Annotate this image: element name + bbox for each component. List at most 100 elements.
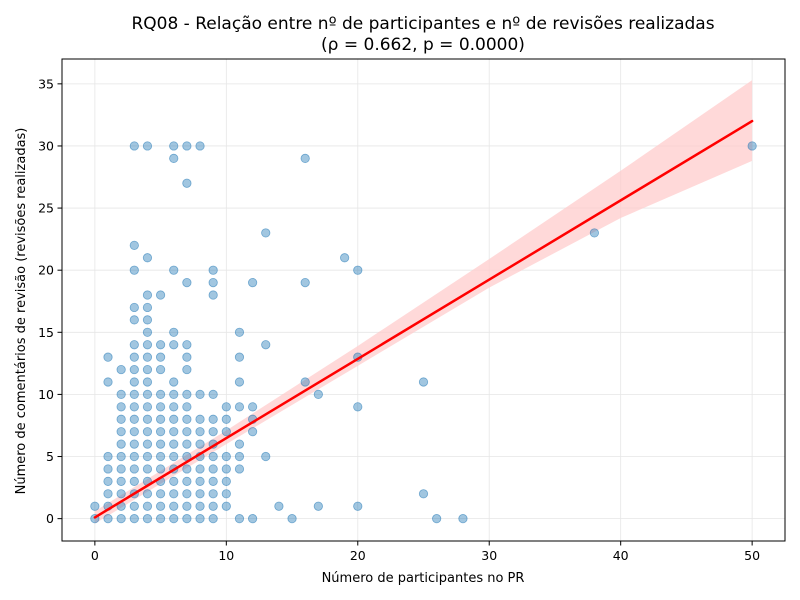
data-point xyxy=(169,489,179,499)
data-point xyxy=(155,414,166,424)
data-point xyxy=(353,265,363,275)
data-point xyxy=(129,352,139,362)
x-tick-label: 0 xyxy=(91,548,99,563)
y-tick-label: 10 xyxy=(38,387,54,402)
data-point xyxy=(182,501,192,511)
data-point xyxy=(169,476,179,486)
data-point xyxy=(208,489,218,499)
data-point xyxy=(142,340,153,350)
data-point xyxy=(129,439,139,449)
data-point xyxy=(142,389,153,400)
x-tick-label: 20 xyxy=(350,548,366,563)
data-point xyxy=(142,141,153,151)
data-point xyxy=(116,427,126,437)
data-point xyxy=(234,352,245,362)
data-point xyxy=(274,501,284,511)
data-point xyxy=(195,414,205,424)
y-tick-label: 5 xyxy=(46,449,54,464)
x-tick-label: 30 xyxy=(481,548,497,563)
axes xyxy=(61,58,786,542)
data-point xyxy=(169,414,179,424)
data-point xyxy=(155,464,166,474)
data-point xyxy=(300,153,310,163)
data-point xyxy=(142,290,153,300)
data-point xyxy=(208,464,218,474)
data-point xyxy=(182,414,192,424)
data-point xyxy=(234,402,245,412)
data-point xyxy=(169,389,179,400)
data-point xyxy=(458,514,468,524)
y-axis-label: Número de comentários de revisão (revisõ… xyxy=(14,128,29,495)
data-point xyxy=(248,278,258,288)
data-point xyxy=(418,377,429,387)
data-point xyxy=(195,476,205,486)
regression-line-layer xyxy=(93,119,754,519)
data-point xyxy=(129,240,139,250)
data-point xyxy=(195,439,205,449)
data-points xyxy=(90,141,757,524)
data-point xyxy=(195,427,205,437)
data-point xyxy=(234,451,245,462)
data-point xyxy=(142,501,153,511)
data-point xyxy=(142,402,153,412)
data-point xyxy=(261,228,271,238)
data-point xyxy=(195,501,205,511)
x-axis-label: Número de participantes no PR xyxy=(322,571,525,586)
data-point xyxy=(155,352,166,362)
x-tick-label: 40 xyxy=(613,548,629,563)
data-point xyxy=(116,402,126,412)
data-point xyxy=(182,178,192,188)
y-tick-label: 20 xyxy=(38,263,54,278)
data-point xyxy=(129,265,139,275)
data-point xyxy=(182,489,192,499)
data-point xyxy=(169,439,179,449)
data-point xyxy=(155,340,166,350)
data-point xyxy=(129,451,139,462)
y-tick-label: 35 xyxy=(38,76,54,91)
data-point xyxy=(116,451,126,462)
data-point xyxy=(129,402,139,412)
data-point xyxy=(129,464,139,474)
data-point xyxy=(103,352,113,362)
data-point xyxy=(155,364,166,375)
y-tick-label: 25 xyxy=(38,201,54,216)
data-point xyxy=(221,464,231,474)
confidence-band-layer xyxy=(94,80,753,524)
data-point xyxy=(155,427,166,437)
data-point xyxy=(116,476,126,486)
data-point xyxy=(129,315,139,325)
data-point xyxy=(589,228,599,238)
data-point xyxy=(353,402,363,412)
data-point xyxy=(155,451,166,462)
data-point xyxy=(90,501,100,511)
data-point xyxy=(287,514,297,524)
data-point xyxy=(353,501,363,511)
data-point xyxy=(142,464,153,474)
chart-title-line2: (ρ = 0.662, p = 0.0000) xyxy=(321,35,525,55)
data-point xyxy=(182,364,192,375)
data-point xyxy=(261,451,271,462)
data-point xyxy=(313,389,323,400)
data-point xyxy=(169,141,179,151)
data-point xyxy=(142,439,153,449)
data-point xyxy=(208,514,218,524)
data-point xyxy=(142,427,153,437)
data-point xyxy=(182,514,192,524)
data-point xyxy=(169,340,179,350)
data-point xyxy=(221,451,231,462)
data-point xyxy=(142,352,153,362)
data-point xyxy=(313,501,323,511)
data-point xyxy=(142,414,153,424)
data-point xyxy=(129,514,139,524)
data-point xyxy=(155,290,166,300)
data-point xyxy=(129,377,139,387)
data-point xyxy=(208,290,218,300)
y-axis-ticks: 0 5 10 15 20 25 30 35 xyxy=(38,76,62,526)
data-point xyxy=(182,439,192,449)
data-point xyxy=(129,302,139,313)
data-point xyxy=(116,364,126,375)
data-point xyxy=(221,427,231,437)
data-point xyxy=(182,389,192,400)
data-point xyxy=(116,414,126,424)
